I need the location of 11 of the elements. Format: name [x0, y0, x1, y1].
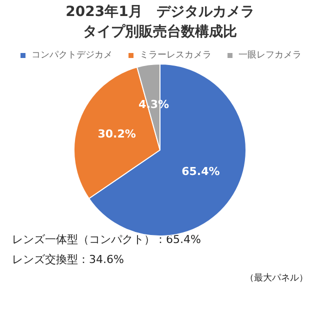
- data-label: 4.3%: [138, 98, 170, 111]
- text: レンズ一体型（コンパクト）：65.4%: [12, 233, 201, 246]
- legend-label: コンパクトデジカメ: [32, 50, 112, 60]
- legend-label: 一眼レフカメラ: [238, 50, 302, 60]
- chart-subtitle: タイプ別販売台数構成比: [83, 23, 237, 40]
- text: （最大パネル）: [245, 272, 308, 284]
- legend-label: ミラーレスカメラ: [140, 50, 212, 60]
- data-label: 65.4%: [182, 164, 220, 178]
- data-label: 30.2%: [98, 128, 136, 141]
- chart-title: 2023年1月 デジタルカメラ: [66, 4, 254, 20]
- text: レンズ交換型：34.6%: [12, 253, 124, 266]
